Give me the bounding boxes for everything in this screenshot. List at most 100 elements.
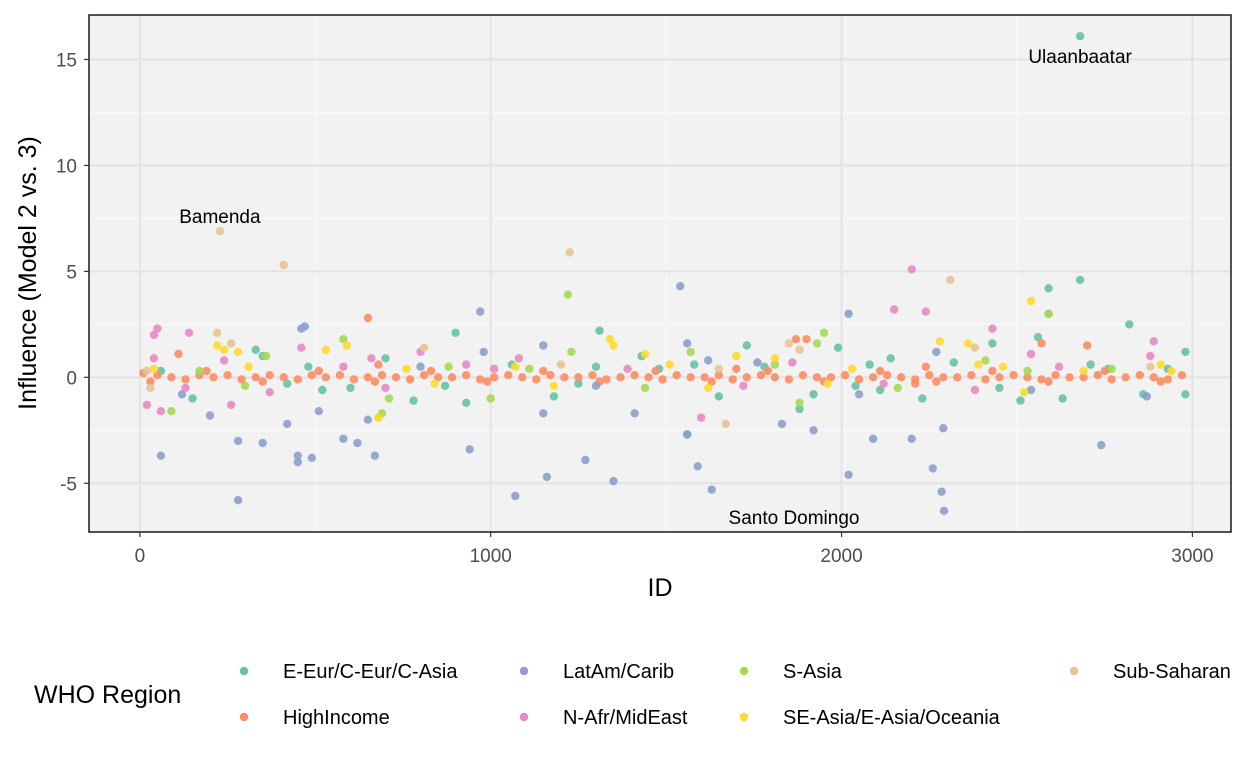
data-point — [704, 383, 713, 393]
data-point — [563, 290, 573, 299]
data-point — [935, 337, 944, 346]
data-point — [1149, 373, 1159, 382]
data-point — [605, 335, 615, 344]
data-point — [651, 366, 660, 376]
data-point — [1181, 390, 1190, 399]
data-point — [279, 260, 288, 270]
data-point — [1125, 320, 1134, 329]
data-point — [219, 345, 229, 354]
data-point — [658, 375, 667, 384]
data-point — [265, 371, 274, 380]
data-point — [812, 373, 822, 382]
legend-item: Sub-Saharan — [1069, 661, 1231, 683]
data-point — [1019, 388, 1029, 397]
x-tick-label: 0 — [135, 546, 146, 567]
data-point — [447, 373, 457, 382]
data-point — [283, 419, 292, 429]
annotation-label: Bamenda — [179, 207, 261, 228]
data-point — [1033, 332, 1043, 342]
data-point — [890, 305, 899, 314]
data-point — [1079, 366, 1088, 376]
data-point — [686, 373, 695, 382]
data-point — [279, 373, 288, 382]
data-point — [932, 377, 941, 386]
data-point — [918, 394, 927, 403]
data-point — [574, 373, 583, 382]
data-point — [258, 377, 267, 386]
legend-key — [519, 666, 529, 676]
data-point — [714, 371, 723, 380]
data-point — [981, 375, 990, 384]
data-point — [995, 373, 1004, 382]
y-tick-label: 0 — [66, 368, 77, 389]
data-point — [788, 358, 797, 367]
data-point — [167, 373, 176, 382]
data-point — [462, 371, 471, 380]
data-point — [1037, 339, 1046, 348]
data-point — [714, 392, 723, 401]
data-point — [444, 362, 453, 371]
data-point — [1079, 373, 1088, 382]
data-point — [146, 377, 155, 386]
data-point — [795, 404, 804, 414]
data-point — [1023, 373, 1032, 382]
data-point — [304, 362, 313, 371]
annotation-label: Santo Domingo — [729, 508, 860, 529]
data-point — [591, 381, 601, 390]
data-point — [690, 360, 699, 369]
data-point — [883, 371, 892, 380]
data-point — [490, 364, 499, 373]
data-point — [1083, 341, 1092, 350]
data-point — [963, 339, 973, 348]
data-point — [1100, 366, 1109, 376]
data-point — [367, 354, 376, 363]
data-point — [868, 434, 878, 443]
data-point — [847, 364, 857, 373]
data-point — [514, 354, 523, 363]
data-points — [139, 32, 1190, 515]
data-point — [490, 373, 499, 382]
point-annotations: Ulaanbaatar Bamenda Santo Domingo — [179, 47, 1132, 529]
data-point — [854, 390, 864, 399]
data-point — [739, 381, 748, 390]
data-point — [1086, 360, 1095, 369]
data-point — [212, 341, 222, 350]
data-point — [665, 360, 674, 369]
data-point — [1058, 394, 1067, 403]
y-tick-label: 10 — [56, 156, 77, 177]
data-point — [483, 377, 492, 386]
data-point — [574, 379, 583, 388]
data-point — [851, 381, 860, 390]
data-point — [409, 396, 418, 405]
data-point — [419, 371, 429, 380]
data-point — [937, 487, 946, 496]
data-point — [209, 373, 218, 382]
data-point — [1107, 375, 1116, 384]
data-point — [293, 457, 302, 467]
data-point — [970, 385, 980, 395]
data-point — [844, 309, 853, 318]
data-point — [609, 341, 618, 350]
legend-key — [239, 712, 249, 722]
data-point — [697, 413, 706, 422]
data-point — [770, 354, 780, 363]
legend-label: N-Afr/MidEast — [563, 707, 688, 729]
data-point — [504, 371, 513, 380]
data-point — [809, 390, 818, 399]
data-point — [240, 381, 250, 390]
data-point — [1156, 377, 1166, 386]
plot-border — [88, 14, 1232, 533]
data-point — [370, 377, 380, 386]
data-point — [770, 373, 780, 382]
data-point — [539, 366, 548, 376]
data-point — [714, 364, 723, 373]
data-point — [921, 307, 930, 316]
data-point — [907, 434, 916, 443]
data-point — [167, 407, 176, 416]
data-point — [809, 426, 818, 435]
data-point — [293, 451, 302, 460]
data-point — [588, 371, 597, 380]
data-point — [293, 375, 302, 384]
data-point — [174, 349, 183, 359]
data-point — [602, 375, 611, 384]
